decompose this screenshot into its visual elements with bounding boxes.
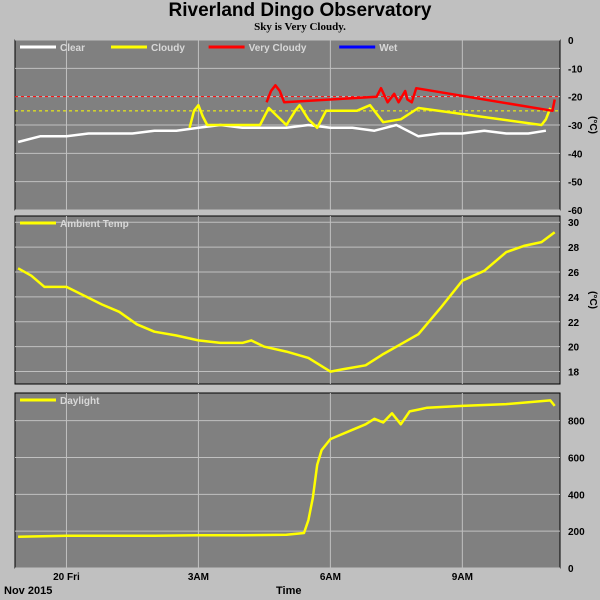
legend-label: Very Cloudy bbox=[249, 43, 307, 54]
y-tick-label: 28 bbox=[568, 243, 580, 254]
x-tick-label: 3AM bbox=[188, 572, 209, 583]
legend-label: Clear bbox=[60, 43, 85, 54]
legend-label: Ambient Temp bbox=[60, 219, 129, 230]
y-tick-label: 400 bbox=[568, 490, 585, 501]
y-tick-label: -20 bbox=[568, 93, 583, 104]
legend-label: Cloudy bbox=[151, 43, 185, 54]
y-tick-label: 30 bbox=[568, 218, 580, 229]
chart-panel-2: 30 28 26 24 22 20 18 (°C) Ambient Temp bbox=[14, 215, 598, 385]
plot-area bbox=[14, 215, 561, 385]
y-tick-label: 0 bbox=[568, 36, 574, 47]
y-tick-label: -40 bbox=[568, 149, 583, 160]
y-tick-label: -50 bbox=[568, 178, 583, 189]
footer-date: Nov 2015 bbox=[4, 585, 53, 597]
chart-panel-3: 800 600 400 200 0 Daylight bbox=[14, 392, 585, 575]
page-title: Riverland Dingo Observatory bbox=[168, 0, 432, 21]
x-tick-label: 20 Fri bbox=[53, 572, 80, 583]
y-tick-label: 24 bbox=[568, 293, 580, 304]
legend-label: Daylight bbox=[60, 396, 100, 407]
plot-area bbox=[14, 392, 561, 569]
legend-label: Wet bbox=[379, 43, 398, 54]
y-tick-label: 20 bbox=[568, 343, 580, 354]
sky-status-subtitle: Sky is Very Cloudy. bbox=[254, 21, 346, 33]
series-line-very-cloudy bbox=[265, 84, 556, 113]
y-tick-label: 800 bbox=[568, 417, 585, 428]
y-tick-label: 22 bbox=[568, 318, 580, 329]
x-axis-label: Time bbox=[276, 585, 302, 597]
y-tick-label: 200 bbox=[568, 527, 585, 538]
y-tick-label: 26 bbox=[568, 268, 580, 279]
chart-panel-1: 0 -10 -20 -30 -40 -50 -60 (°C) Clear Cloudy Very C… bbox=[14, 36, 598, 217]
y-axis-label: (°C) bbox=[587, 291, 598, 309]
series-line-cloudy bbox=[188, 103, 552, 130]
y-tick-label: 18 bbox=[568, 368, 580, 379]
y-tick-label: -10 bbox=[568, 64, 583, 75]
y-tick-label: 600 bbox=[568, 453, 585, 464]
x-tick-label: 6AM bbox=[320, 572, 341, 583]
y-tick-label: -60 bbox=[568, 206, 583, 217]
y-axis-label: (°C) bbox=[587, 116, 598, 134]
series-line-ambient-temp bbox=[17, 231, 556, 373]
series-line-daylight bbox=[18, 399, 556, 538]
y-tick-label: 0 bbox=[568, 564, 574, 575]
series-line-clear bbox=[17, 123, 547, 144]
x-tick-label: 9AM bbox=[452, 572, 473, 583]
y-tick-label: -30 bbox=[568, 121, 583, 132]
